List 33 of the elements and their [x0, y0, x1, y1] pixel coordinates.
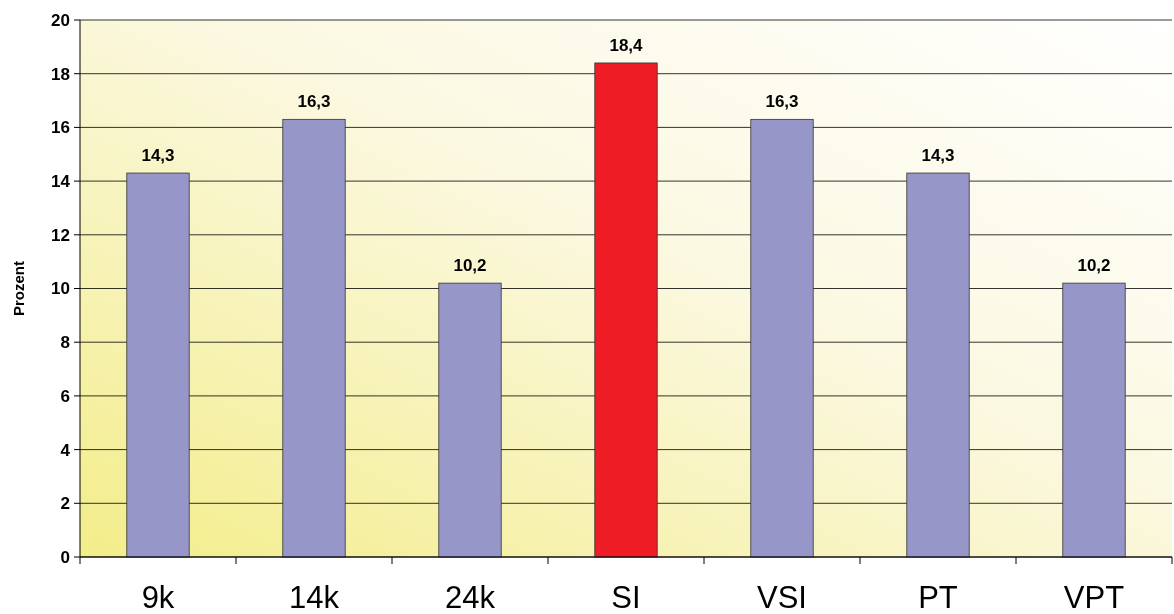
y-tick-label: 10: [51, 279, 70, 299]
y-tick-label: 20: [51, 10, 70, 30]
x-tick-label: PT: [918, 580, 958, 614]
x-tick-label: 14k: [289, 580, 340, 614]
y-tick-label: 14: [51, 172, 71, 192]
bar: [126, 172, 190, 558]
data-label: 18,4: [609, 35, 644, 55]
bar: [906, 172, 970, 558]
x-tick-label: VSI: [757, 580, 807, 614]
x-tick-label: VPT: [1063, 580, 1125, 614]
bar: [594, 62, 658, 558]
y-tick-label: 0: [60, 547, 70, 567]
data-label: 14,3: [141, 146, 175, 166]
bar: [282, 118, 346, 558]
bar: [438, 282, 502, 558]
y-tick-label: 4: [60, 440, 71, 460]
data-label: 16,3: [765, 92, 799, 112]
bar: [750, 118, 814, 558]
y-tick-label: 2: [60, 494, 70, 514]
y-tick-label: 16: [51, 118, 70, 138]
bar: [1062, 282, 1126, 558]
y-tick-label: 18: [51, 64, 70, 84]
y-axis-title: Prozent: [10, 260, 27, 317]
data-label: 10,2: [453, 256, 487, 276]
y-tick-label: 12: [51, 225, 70, 245]
data-label: 16,3: [297, 92, 331, 112]
x-tick-label: SI: [611, 580, 641, 614]
y-tick-label: 8: [60, 333, 70, 353]
data-label: 10,2: [1077, 256, 1111, 276]
x-tick-label: 9k: [141, 580, 175, 614]
x-tick-label: 24k: [445, 580, 496, 614]
data-label: 14,3: [921, 146, 955, 166]
y-tick-label: 6: [60, 386, 70, 406]
